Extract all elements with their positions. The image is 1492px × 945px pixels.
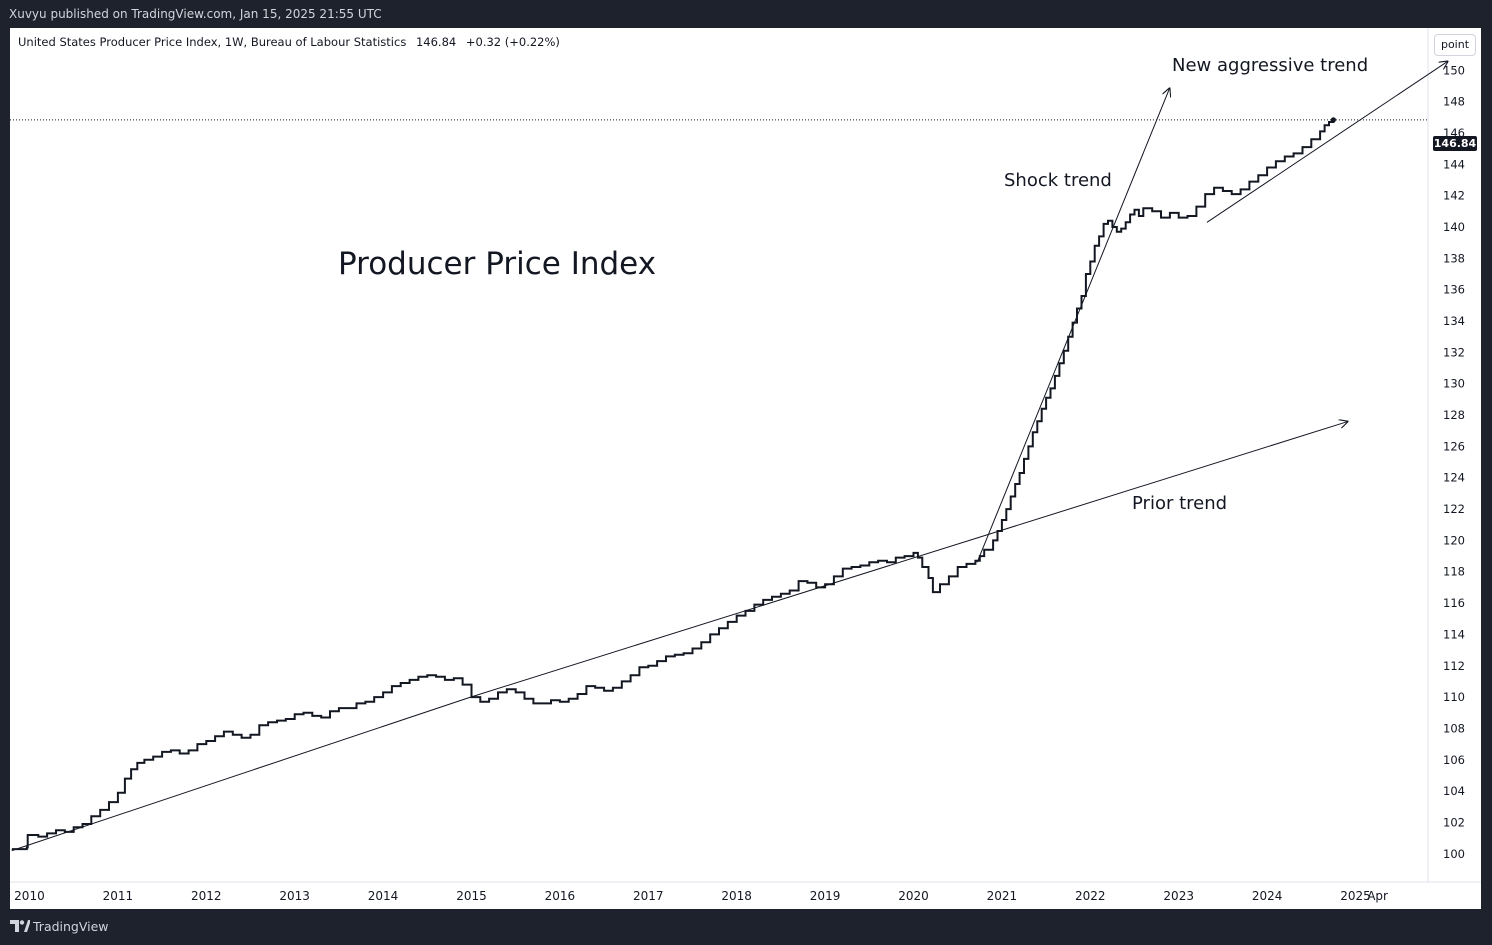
x-tick-label: 2012 — [191, 889, 222, 903]
x-tick-label: 2010 — [14, 889, 45, 903]
prior-trend-extension-line[interactable] — [470, 421, 1349, 698]
y-tick-label: 134 — [1443, 314, 1465, 328]
y-tick-label: 144 — [1443, 157, 1465, 171]
x-tick-label: 2022 — [1075, 889, 1106, 903]
x-tick-label: 2023 — [1163, 889, 1194, 903]
y-tick-label: 114 — [1443, 627, 1465, 641]
y-tick-label: 124 — [1443, 471, 1465, 485]
y-tick-label: 136 — [1443, 283, 1465, 297]
y-tick-label: 142 — [1443, 189, 1465, 203]
ppi-chart[interactable]: 100 102 104 106 108 110 112 114 116 118 120 122 124 1… — [10, 28, 1481, 909]
annotation-prior-trend: Prior trend — [1132, 493, 1228, 514]
annotation-new-aggressive-trend: New aggressive trend — [1172, 55, 1369, 76]
y-tick-label: 130 — [1443, 377, 1465, 391]
last-price-label: 146.84 — [1433, 136, 1477, 151]
x-tick-label: 2016 — [545, 889, 576, 903]
y-tick-label: 122 — [1443, 502, 1465, 516]
change-value: +0.32 (+0.22%) — [465, 35, 560, 49]
footer-brand: TradingView — [33, 919, 109, 934]
y-tick-label: 120 — [1443, 533, 1465, 547]
published-info: Xuvyu published on TradingView.com, Jan … — [9, 7, 382, 21]
tradingview-logo-icon — [10, 920, 30, 932]
symbol-description: United States Producer Price Index, 1W, … — [18, 35, 407, 49]
x-tick-label: 2013 — [279, 889, 310, 903]
annotation-shock-trend: Shock trend — [1004, 170, 1112, 191]
publish-header: Xuvyu published on TradingView.com, Jan … — [0, 0, 1492, 28]
x-tick-label: 2015 — [456, 889, 487, 903]
x-tick-label: 2019 — [810, 889, 841, 903]
x-tick-label: 2011 — [103, 889, 134, 903]
y-tick-label: 138 — [1443, 251, 1465, 265]
y-tick-label: 140 — [1443, 220, 1465, 234]
x-tick-label: 2020 — [898, 889, 929, 903]
y-tick-label: 128 — [1443, 408, 1465, 422]
footer-bar: TradingView — [0, 909, 1492, 945]
x-tick-label: 2018 — [721, 889, 752, 903]
x-tick-label: 2014 — [368, 889, 399, 903]
x-tick-label: 2017 — [633, 889, 664, 903]
x-tick-label: 2024 — [1252, 889, 1283, 903]
y-tick-label: 100 — [1443, 847, 1465, 861]
x-tick-label: 2021 — [987, 889, 1018, 903]
symbol-legend[interactable]: United States Producer Price Index, 1W, … — [18, 35, 566, 49]
x-tick-label: 2025 — [1340, 889, 1371, 903]
new-aggressive-trend-line[interactable] — [1206, 61, 1448, 223]
y-tick-label: 112 — [1443, 659, 1465, 673]
scale-mode-button[interactable]: point — [1434, 34, 1476, 56]
y-tick-label: 132 — [1443, 345, 1465, 359]
last-point-marker — [1330, 117, 1337, 123]
y-tick-label: 106 — [1443, 753, 1465, 767]
prior-trend-line[interactable] — [11, 696, 471, 852]
y-tick-label: 102 — [1443, 815, 1465, 829]
y-tick-label: 108 — [1443, 721, 1465, 735]
y-tick-label: 118 — [1443, 565, 1465, 579]
chart-title: Producer Price Index — [338, 246, 657, 282]
ppi-series-line[interactable] — [11, 119, 1335, 851]
y-tick-label: 126 — [1443, 439, 1465, 453]
y-tick-label: 150 — [1443, 63, 1465, 77]
chart-pane[interactable]: 100 102 104 106 108 110 112 114 116 118 120 122 124 1… — [10, 28, 1481, 909]
last-value: 146.84 — [415, 35, 457, 49]
x-tick-label: Apr — [1367, 889, 1388, 903]
y-tick-label: 104 — [1443, 784, 1465, 798]
y-tick-label: 110 — [1443, 690, 1465, 704]
y-tick-label: 148 — [1443, 95, 1465, 109]
y-tick-label: 116 — [1443, 596, 1465, 610]
